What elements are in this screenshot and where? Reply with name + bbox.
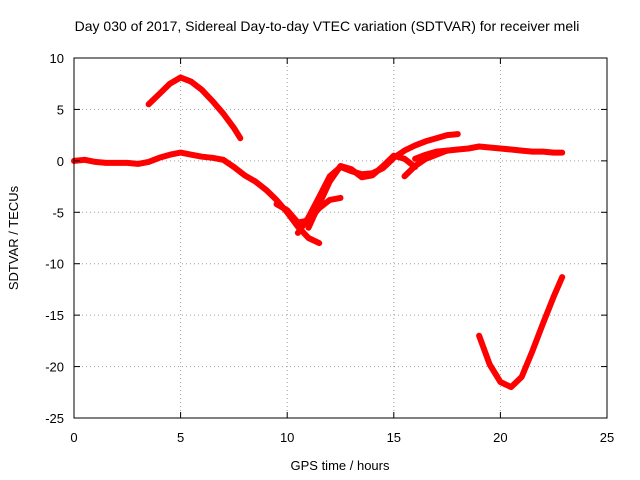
y-tick-label: 10 [50, 51, 64, 66]
x-tick-label: 0 [70, 430, 77, 445]
y-tick-label: 0 [57, 154, 64, 169]
tick-labels: 0 5 10 15 20 25 -25 -20 -15 -10 -5 0 5 10 [45, 51, 614, 445]
axis-ticks [73, 57, 608, 419]
series-line-arc-8 [476, 274, 566, 391]
series-line-arc-7 [401, 147, 451, 180]
y-tick-label: -10 [45, 257, 64, 272]
y-tick-label: -15 [45, 308, 64, 323]
x-tick-label: 25 [600, 430, 614, 445]
x-tick-label: 15 [387, 430, 401, 445]
chart-title: Day 030 of 2017, Sidereal Day-to-day VTE… [75, 18, 580, 34]
x-axis-label: GPS time / hours [291, 458, 390, 473]
y-axis-label: SDTVAR / TECUs [6, 185, 21, 290]
x-tick-label: 10 [280, 430, 294, 445]
data-series [71, 74, 566, 391]
y-tick-label: -5 [52, 205, 64, 220]
x-tick-label: 5 [177, 430, 184, 445]
y-tick-label: -20 [45, 360, 64, 375]
y-tick-label: -25 [45, 411, 64, 426]
series-line-arc-2 [145, 74, 244, 142]
grid-lines [74, 58, 607, 418]
plot-frame [73, 57, 608, 419]
x-tick-label: 20 [493, 430, 507, 445]
y-tick-label: 5 [57, 102, 64, 117]
series-line-arc-5 [305, 152, 419, 231]
